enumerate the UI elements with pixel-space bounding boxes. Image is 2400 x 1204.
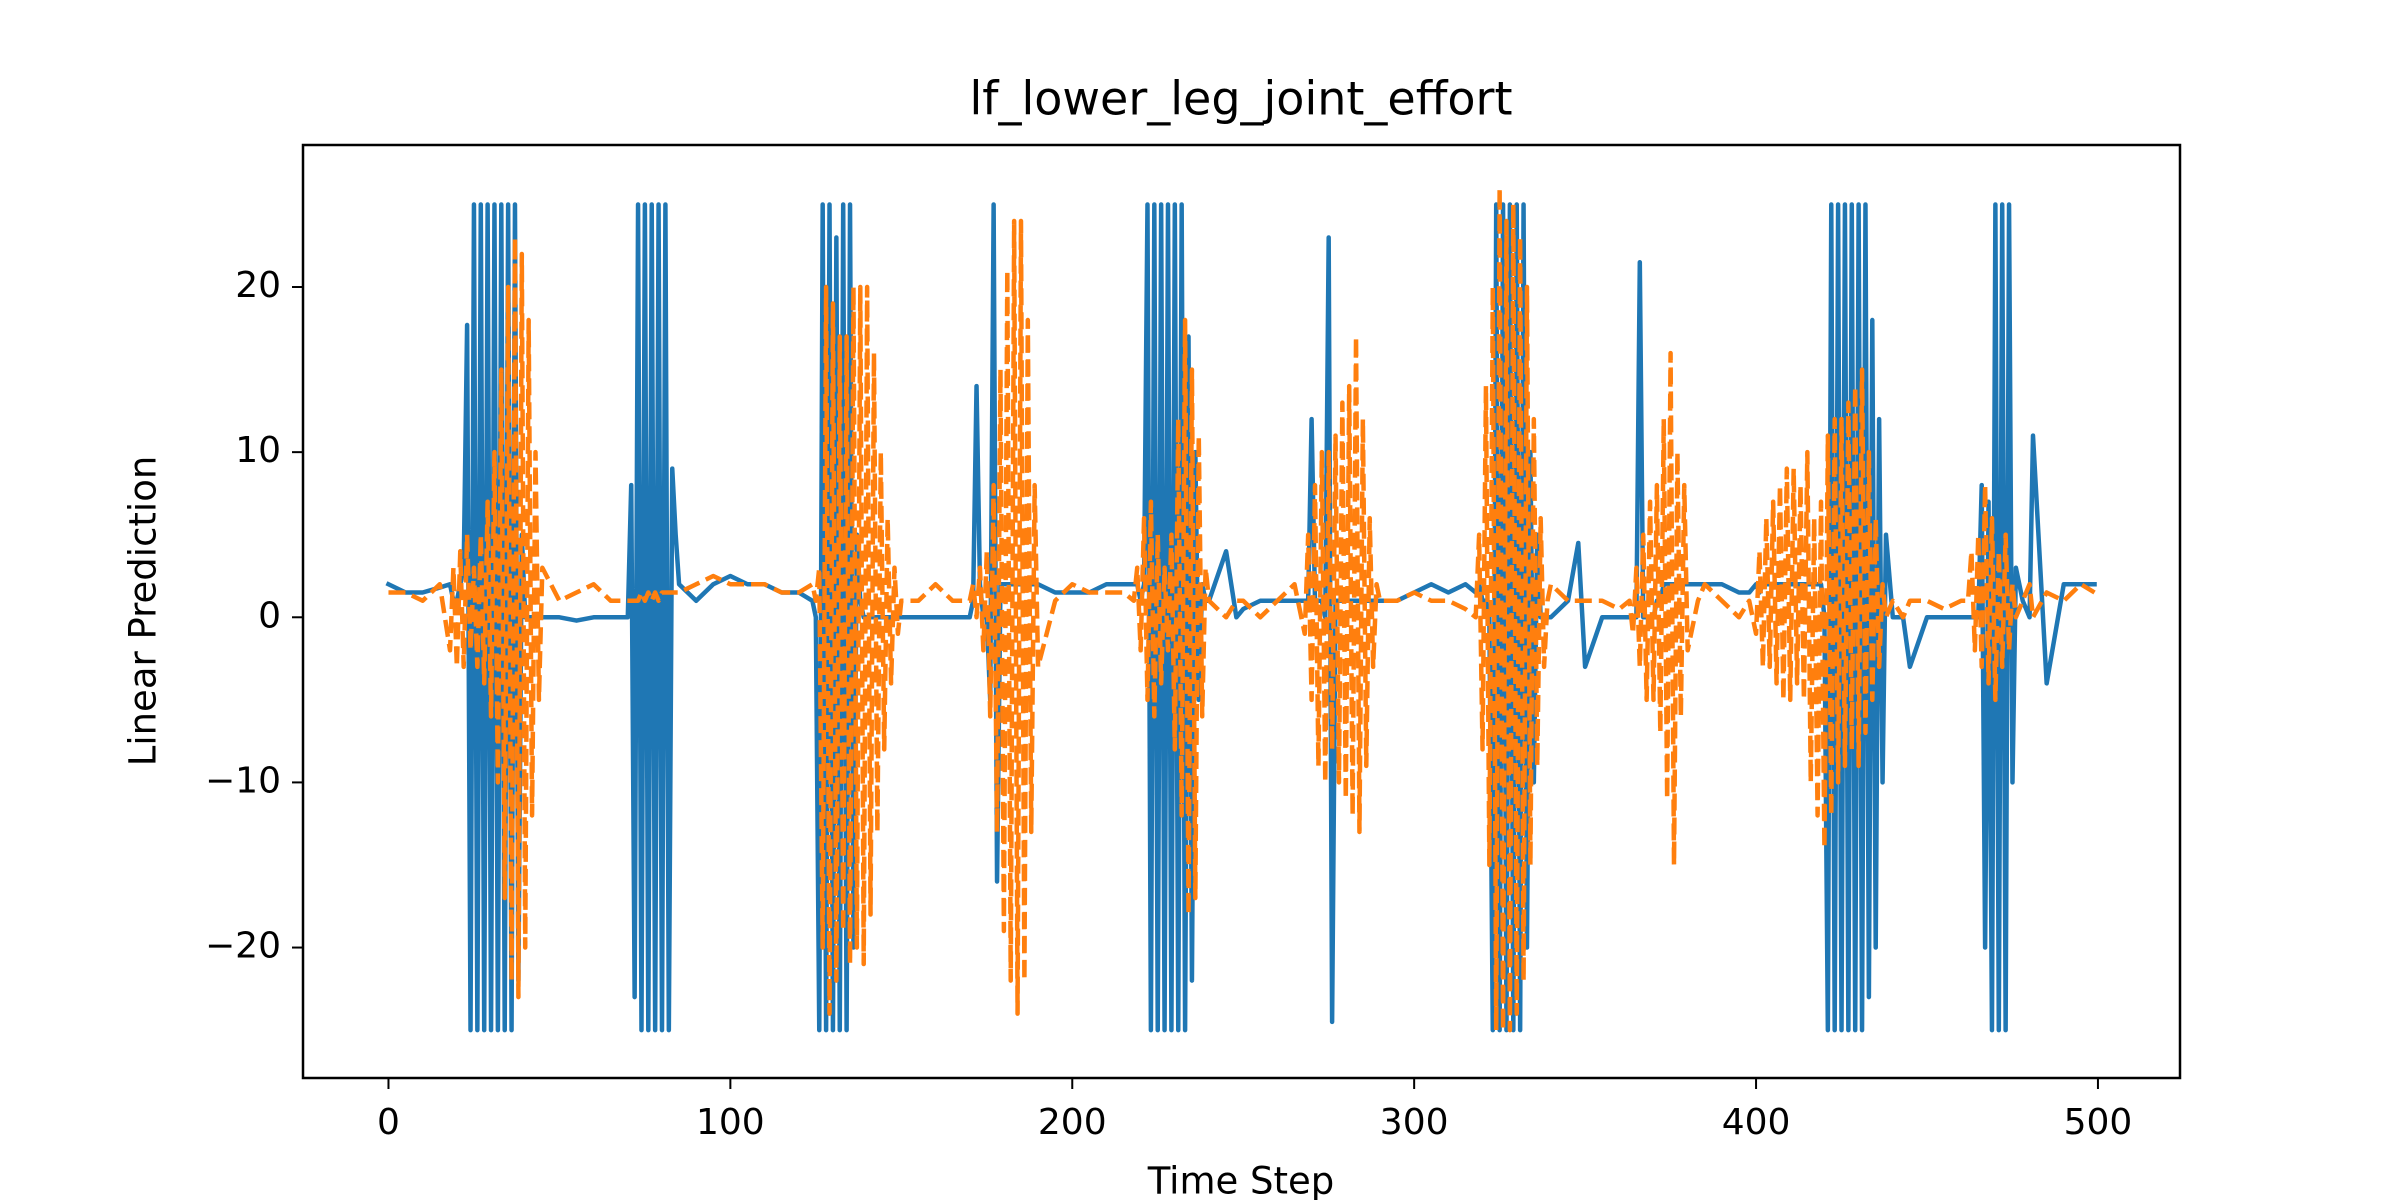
x-tick-label: 300 xyxy=(1380,1102,1449,1143)
plot-area xyxy=(385,185,2097,1033)
x-axis-label: Time Step xyxy=(1147,1160,1335,1201)
series-line xyxy=(385,202,2097,1033)
x-tick-label: 200 xyxy=(1038,1102,1107,1143)
x-tick-label: 400 xyxy=(1722,1102,1791,1143)
y-tick-label: −20 xyxy=(205,926,281,967)
x-tick-label: 0 xyxy=(377,1102,400,1143)
x-tick-label: 500 xyxy=(2064,1102,2133,1143)
y-tick-label: 10 xyxy=(235,430,281,471)
chart-title: lf_lower_leg_joint_effort xyxy=(970,72,1513,126)
x-tick-label: 100 xyxy=(696,1102,765,1143)
axes-frame xyxy=(301,143,2182,1080)
series-line xyxy=(388,185,2096,1033)
y-tick-label: 20 xyxy=(235,265,281,306)
y-tick-label: −10 xyxy=(205,760,281,801)
y-tick-label: 0 xyxy=(258,595,281,636)
y-axis-label: Linear Prediction xyxy=(122,456,165,767)
